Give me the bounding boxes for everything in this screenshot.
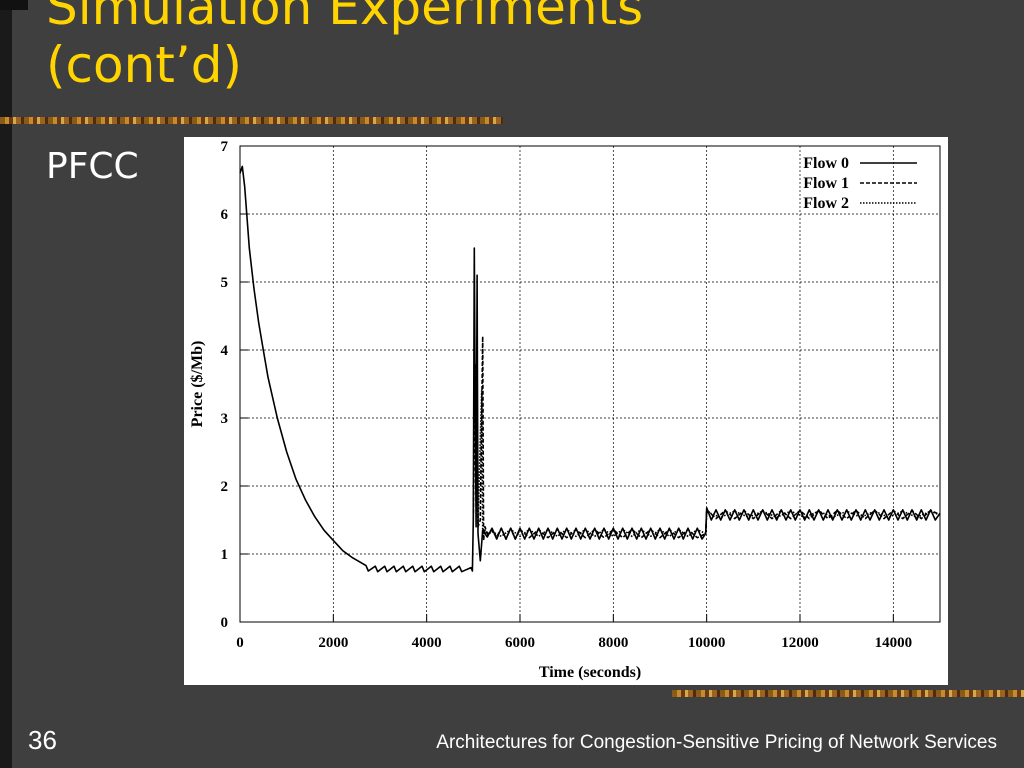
slide-subtitle: PFCC [46, 146, 139, 187]
tick-label-x: 2000 [318, 635, 348, 651]
legend-label: Flow 1 [803, 175, 849, 192]
decorative-divider-bottom [672, 690, 1024, 697]
tick-label-x: 4000 [412, 635, 442, 651]
tick-label-y: 5 [221, 275, 229, 291]
slide-number: 36 [28, 725, 57, 755]
series-lines [239, 165, 941, 573]
series-line-flow-0 [239, 165, 941, 573]
decorative-divider-top [0, 117, 503, 124]
tick-label-y: 2 [221, 479, 229, 495]
slide-title-line1: Simulation Experiments [46, 0, 644, 36]
slide-title-line2: (cont’d) [46, 36, 243, 94]
chart-grid [240, 146, 940, 622]
x-axis-ticks: 0 2000 4000 6000 8000 10000 12000 14000 [236, 614, 912, 651]
left-edge-strip [0, 0, 12, 768]
tick-label-x: 12000 [781, 635, 819, 651]
tick-label-x: 8000 [598, 635, 628, 651]
tick-label-y: 1 [221, 547, 229, 563]
chart-panel: 0 1 2 3 4 5 6 7 0 2000 4000 6000 8000 10000 12000 1400… [184, 137, 948, 685]
series-line-flow-2 [477, 390, 941, 538]
plot-frame [239, 145, 941, 623]
tick-label-y: 7 [221, 139, 229, 155]
legend-label: Flow 2 [803, 195, 849, 212]
tick-label-x: 6000 [505, 635, 535, 651]
tick-label-y: 0 [221, 615, 229, 631]
x-axis-label: Time (seconds) [539, 664, 641, 681]
y-axis-label: Price ($/Mb) [189, 341, 206, 428]
slide-title: Simulation Experiments (cont’d) [46, 0, 643, 94]
tick-label-y: 3 [221, 411, 229, 427]
tick-label-x: 0 [236, 635, 244, 651]
tick-label-x: 14000 [875, 635, 913, 651]
y-axis-ticks: 0 1 2 3 4 5 6 7 [221, 139, 248, 631]
slide-footer: Architectures for Congestion-Sensitive P… [436, 732, 997, 753]
price-chart: 0 1 2 3 4 5 6 7 0 2000 4000 6000 8000 10000 12000 1400… [189, 139, 941, 681]
chart-legend: Flow 0 Flow 1 Flow 2 [803, 155, 917, 212]
legend-label: Flow 0 [803, 155, 849, 172]
corner-marker [0, 0, 28, 10]
series-line-flow-1 [472, 335, 941, 542]
tick-label-x: 10000 [688, 635, 726, 651]
tick-label-y: 4 [221, 343, 229, 359]
tick-label-y: 6 [221, 207, 229, 223]
